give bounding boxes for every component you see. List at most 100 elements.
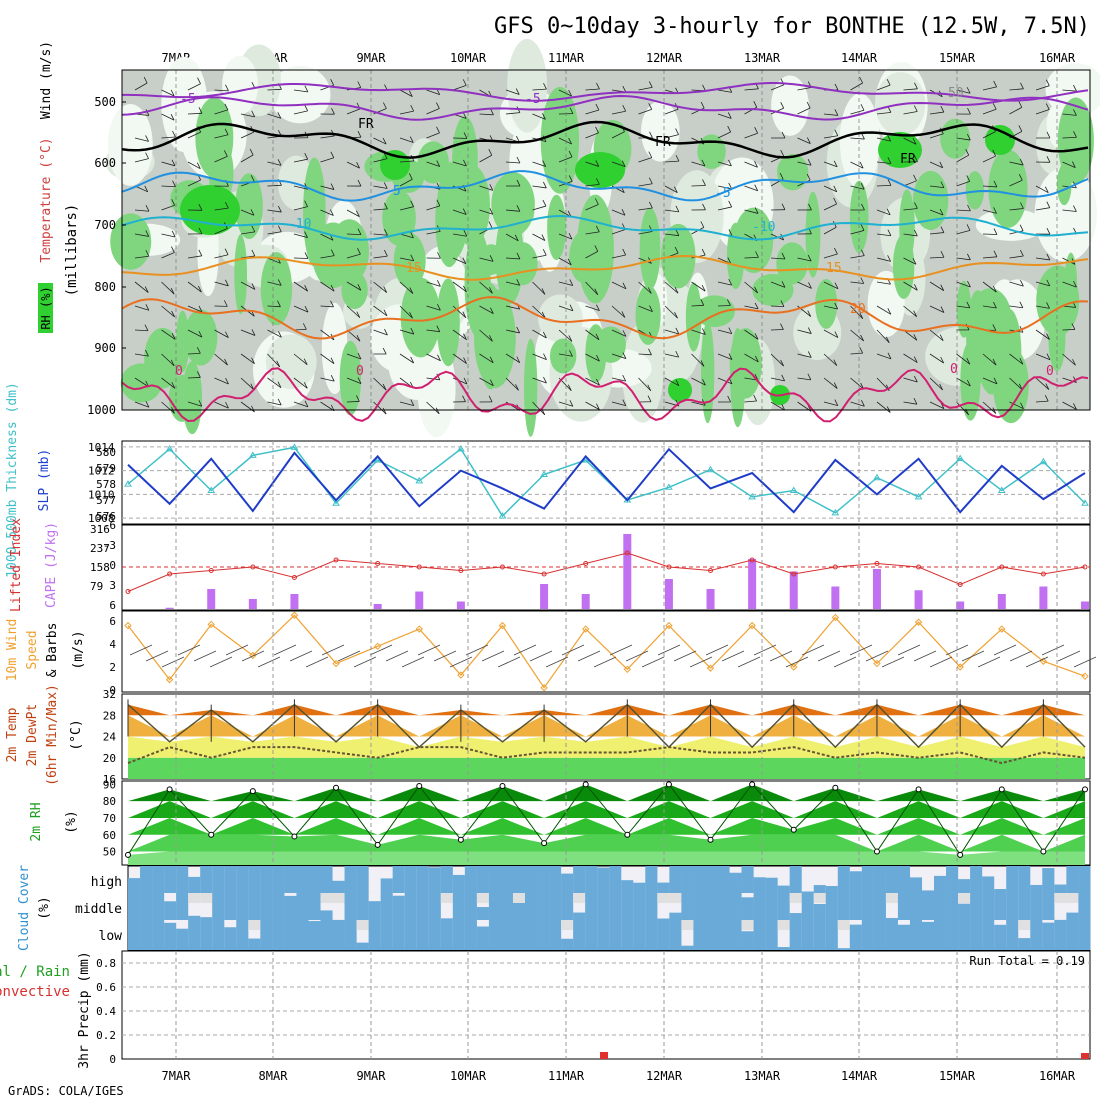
wind-barb-flag [1020, 249, 1024, 257]
cloud-cell [849, 871, 862, 893]
wind-barb-flag [569, 279, 574, 286]
wind-barb-flag [1046, 333, 1050, 340]
wind-barb [1009, 281, 1024, 287]
wind-barb-flag [700, 299, 705, 306]
wind-barb-flag [966, 133, 971, 141]
wind-barb-flag [303, 382, 308, 389]
wind-barb-flag [568, 137, 572, 145]
wind-barb-flag [224, 248, 229, 255]
wind-barb [161, 252, 175, 259]
wind-barb [876, 281, 891, 285]
wind-barb-flag [1018, 174, 1023, 181]
date-label-bottom: 15MAR [939, 1069, 976, 1083]
rh-low-region [1034, 166, 1098, 262]
wind-barb-flag [197, 77, 201, 84]
rh-high-region [1064, 252, 1078, 316]
wind-barb-flag [860, 334, 864, 342]
wind-barb-flag [807, 159, 812, 166]
wind-barb-flag [940, 306, 945, 313]
cloud-cell [524, 893, 538, 920]
wind-barb-flag [1073, 84, 1077, 92]
wind-barb-flag [436, 126, 440, 134]
wind-barb [373, 281, 387, 293]
wind-barb [770, 84, 785, 91]
rh-high-region [547, 194, 566, 260]
rh-high-region [393, 233, 426, 289]
wind-barb [320, 135, 335, 139]
millibars-label: (millibars) [64, 204, 80, 297]
wind-barb [452, 233, 467, 237]
rh-legend-swatch [38, 283, 53, 333]
wind-barb [558, 233, 573, 240]
lifted-index-point [208, 568, 214, 573]
cloud-cell [789, 920, 802, 950]
wind-barb [770, 281, 786, 288]
rh-high-region [726, 222, 745, 290]
cloud-cell [1078, 920, 1091, 950]
wind-barb-flag [145, 401, 150, 408]
cloud-cell [308, 921, 321, 950]
wind-barb-flag [781, 203, 786, 210]
rh-high-region [110, 213, 152, 270]
wind-barb [664, 329, 679, 335]
wind-barb [717, 131, 731, 139]
cloud-cell [585, 893, 598, 920]
surface-wind-barb [417, 644, 441, 656]
cloud-gap [188, 893, 201, 903]
cloud-cell [837, 893, 850, 920]
wind-barb [982, 281, 997, 293]
wind-barb [373, 185, 388, 189]
wind-barb [505, 305, 520, 310]
wind-barb [929, 185, 944, 189]
wind-barb [426, 161, 440, 167]
wind-speed-point [748, 621, 756, 630]
rh-point [166, 786, 173, 793]
wind-barb-flag [383, 309, 388, 316]
wind-barb-flag [437, 252, 441, 259]
wind-barb-flag [145, 250, 150, 257]
wind-barb [1009, 401, 1024, 410]
wind-barb-flag [436, 160, 441, 167]
cloud-cell [392, 920, 405, 950]
cloud-cell [921, 921, 935, 950]
cloud-cell [693, 893, 706, 920]
wind-barb [585, 132, 599, 139]
wind-barb-flag [833, 160, 838, 167]
wind-speed-label: Speed [25, 630, 40, 669]
cloud-cell [669, 912, 682, 920]
wind-barb [797, 87, 812, 91]
thickness-point [1039, 457, 1048, 465]
cloud-cell [224, 927, 237, 950]
wind-barb-flag [409, 136, 414, 143]
wind-barb-flag [144, 286, 149, 293]
wind-barb-flag [621, 160, 626, 167]
cloud-cell [897, 866, 911, 893]
wind-barb-flag [304, 85, 309, 93]
wind-barb-flag [383, 286, 388, 293]
wind-barb-flag [567, 258, 572, 266]
wind-barb [717, 305, 731, 307]
surface-wind-barb [305, 656, 329, 668]
wind-barb-flag [170, 113, 175, 121]
wind-barb-flag [462, 79, 467, 86]
cloud-cell [645, 866, 658, 893]
wind-barb-flag [807, 310, 812, 317]
cape-tick: 79 [90, 580, 103, 593]
rh-point [624, 831, 631, 838]
wind-barb-flag [887, 308, 892, 315]
wind-barb [320, 209, 334, 216]
wind-barb [956, 209, 971, 212]
wind-barb [585, 329, 600, 341]
wind-barb [532, 401, 546, 416]
rh-high-region [339, 340, 362, 416]
wind-barb-flag [649, 131, 653, 139]
wind-barb-flag [834, 109, 839, 116]
wind-tick: 4 [109, 638, 116, 651]
wind-barb [1009, 230, 1024, 235]
wind-speed-point [831, 613, 840, 622]
rh-high-region [400, 277, 441, 358]
cape-bar [165, 607, 174, 609]
wind-barb-flag [887, 134, 891, 142]
wind-barb [850, 161, 864, 169]
wind-barb-flag [595, 160, 600, 167]
